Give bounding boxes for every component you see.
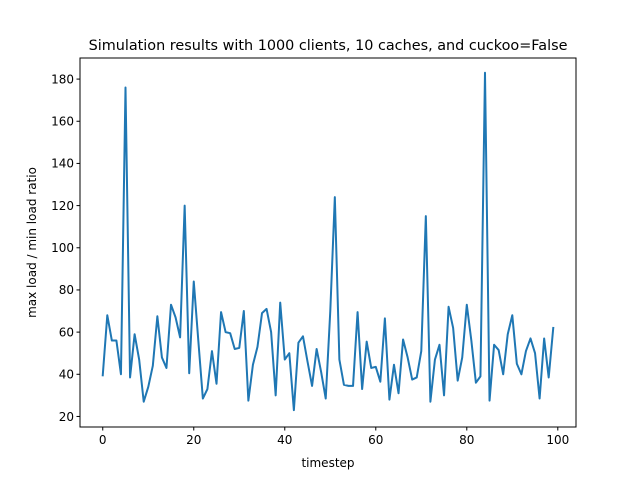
x-tick-label: 0 xyxy=(99,433,107,447)
x-tick-label: 80 xyxy=(459,433,474,447)
x-tick-label: 40 xyxy=(277,433,292,447)
axes-frame xyxy=(79,57,577,428)
y-tick-label: 120 xyxy=(51,199,74,213)
y-tick-label: 60 xyxy=(59,325,74,339)
x-tick-label: 60 xyxy=(368,433,383,447)
y-tick-label: 160 xyxy=(51,115,74,129)
y-tick-label: 20 xyxy=(59,410,74,424)
chart-title: Simulation results with 1000 clients, 10… xyxy=(89,38,568,54)
y-tick-label: 140 xyxy=(51,157,74,171)
y-axis-label: max load / min load ratio xyxy=(25,167,39,318)
y-tick-label: 40 xyxy=(59,368,74,382)
series-line xyxy=(101,71,555,412)
x-axis-label: timestep xyxy=(301,456,354,470)
axis-ticks: 0 20 40 60 80 100 20 40 60 80 100 120 140 160 180 xyxy=(51,72,569,447)
x-tick-label: 20 xyxy=(186,433,201,447)
y-tick-label: 180 xyxy=(51,72,74,86)
y-tick-label: 100 xyxy=(51,241,74,255)
y-tick-label: 80 xyxy=(59,283,74,297)
x-tick-label: 100 xyxy=(546,433,569,447)
plot-area xyxy=(101,71,555,412)
